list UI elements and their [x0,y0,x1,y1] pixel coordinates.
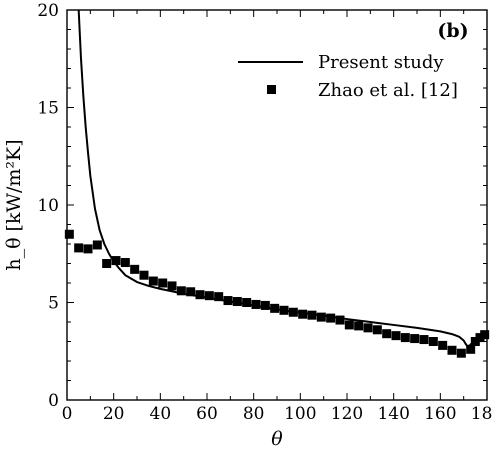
x-tick-label: 120 [331,404,363,424]
x-tick-label: 80 [243,404,265,424]
data-point-zhao [176,286,186,296]
legend-label-present-study: Present study [318,52,444,73]
data-point-zhao [316,312,326,322]
data-point-zhao [92,240,102,250]
panel-label: (b) [437,20,468,42]
data-point-zhao [195,290,205,300]
series-layer [64,9,490,358]
data-point-zhao [475,333,485,343]
data-point-zhao [447,345,457,355]
data-point-zhao [111,256,121,266]
data-point-zhao [344,320,354,330]
data-point-zhao [214,292,224,302]
data-point-zhao [167,281,177,291]
ticks: 0 20 40 60 80 100 120 140 160 180 0 5 10 15 20 [37,1,493,424]
x-tick-label: 0 [62,404,73,424]
data-point-zhao [382,329,392,339]
y-axis-label: h_θ [kW/m²K] [3,139,25,270]
data-point-zhao [326,313,336,323]
y-tick-label: 10 [37,196,59,216]
data-point-zhao [354,321,364,331]
data-point-zhao [120,258,130,268]
data-point-zhao [139,270,149,280]
legend-label-zhao: Zhao et al. [12] [318,80,458,101]
data-point-zhao [102,259,112,268]
data-point-zhao [64,229,74,239]
data-point-zhao [456,348,466,358]
data-point-zhao [260,300,270,310]
data-point-zhao [363,323,373,333]
data-point-zhao [480,330,490,340]
data-point-zhao [204,291,214,301]
x-tick-label: 100 [284,404,316,424]
data-point-zhao [438,340,448,350]
data-point-zhao [74,243,84,253]
x-tick-label: 180 [471,404,493,424]
legend: Present study Zhao et al. [12] [238,52,458,101]
data-point-zhao [335,315,345,325]
x-tick-label: 140 [377,404,409,424]
x-tick-label: 160 [424,404,456,424]
data-point-zhao [279,305,289,315]
data-point-zhao [466,344,476,354]
data-point-zhao [307,310,317,320]
data-point-zhao [251,299,261,309]
data-point-zhao [186,287,196,297]
data-point-zhao [148,276,158,286]
data-point-zhao [223,296,233,306]
data-point-zhao [410,334,420,344]
data-point-zhao [242,298,252,307]
data-point-zhao [130,264,140,274]
y-tick-label: 0 [48,391,59,411]
data-point-zhao [158,278,168,288]
data-point-zhao [232,297,242,307]
x-tick-label: 20 [103,404,125,424]
data-point-zhao [298,309,308,319]
x-axis-label: θ [271,428,283,449]
data-point-zhao [372,325,382,335]
x-tick-label: 60 [196,404,218,424]
y-tick-label: 20 [37,1,59,21]
x-tick-label: 40 [150,404,172,424]
data-point-zhao [428,337,438,346]
data-point-zhao [391,331,401,341]
data-point-zhao [470,337,480,346]
data-point-zhao [83,244,93,254]
y-tick-label: 15 [37,99,59,119]
data-point-zhao [419,335,429,345]
y-tick-label: 5 [48,294,59,314]
data-point-zhao [400,333,410,343]
data-point-zhao [270,303,280,313]
data-point-zhao [288,307,298,317]
legend-square-swatch [267,85,276,94]
